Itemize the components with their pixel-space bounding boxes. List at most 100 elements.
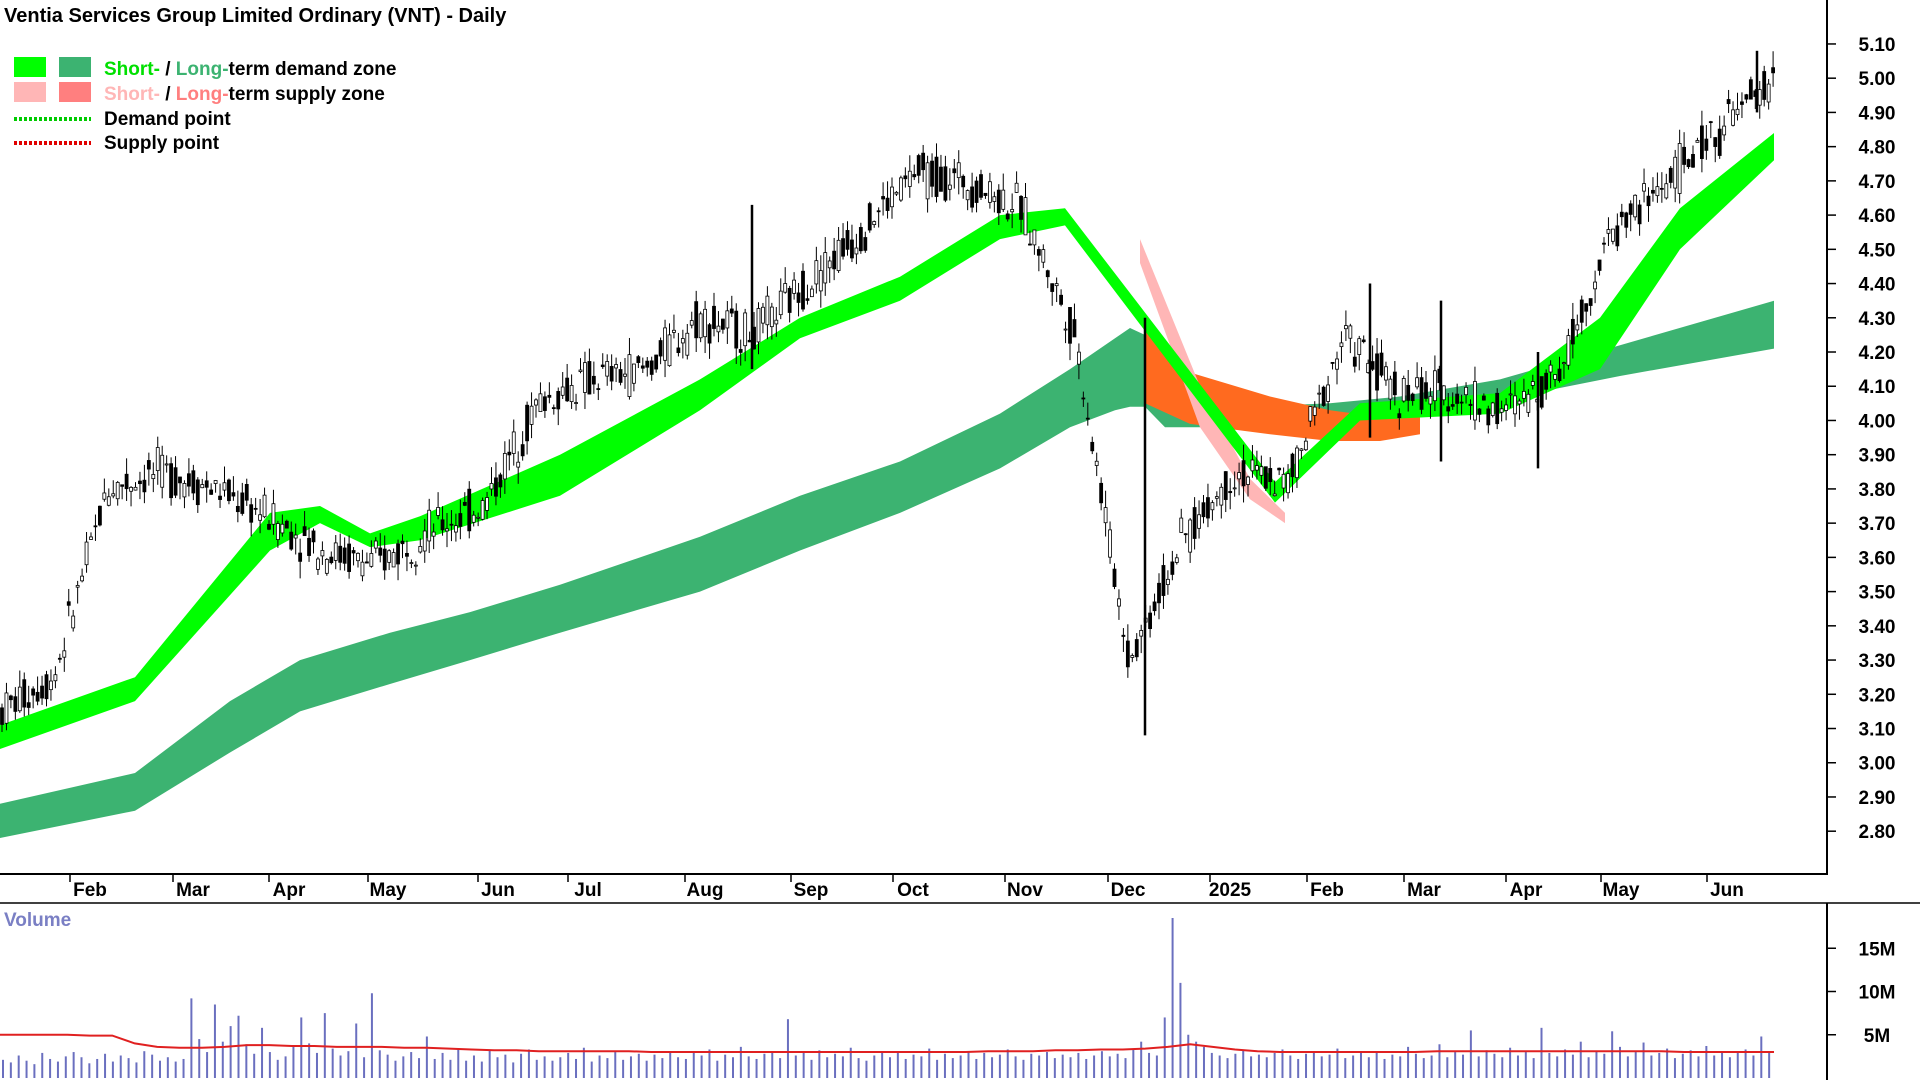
- candle-body: [1085, 417, 1090, 420]
- candle-body: [1361, 339, 1366, 343]
- legend-short-supply-swatch: [14, 82, 46, 102]
- candle-body: [1192, 507, 1197, 539]
- candle: [155, 436, 160, 485]
- candle-body: [1410, 393, 1415, 402]
- candle-body: [1490, 402, 1495, 416]
- candle: [511, 419, 516, 466]
- candle-body: [1624, 212, 1629, 228]
- candle: [1081, 391, 1086, 407]
- candle: [1748, 76, 1753, 100]
- price-tick-label: 3.30: [1859, 651, 1896, 672]
- candle-body: [195, 479, 200, 506]
- candle-body: [431, 531, 436, 537]
- candle: [1121, 628, 1126, 652]
- candle-body: [974, 180, 979, 203]
- zone-bands: [0, 133, 1774, 838]
- candle-body: [934, 156, 939, 197]
- candle-body: [1731, 109, 1735, 126]
- candle: [1490, 401, 1495, 418]
- candle-body: [1579, 299, 1584, 323]
- candle: [867, 201, 872, 233]
- candle-body: [1677, 143, 1682, 194]
- candle: [75, 580, 80, 604]
- candle: [1473, 366, 1477, 430]
- candle-body: [1486, 408, 1491, 426]
- candle: [1464, 382, 1468, 404]
- candle: [1495, 388, 1500, 430]
- date-tick-label: Nov: [1007, 880, 1043, 901]
- candle: [1206, 483, 1210, 528]
- candle-body: [235, 505, 240, 513]
- candle: [1602, 237, 1606, 254]
- candle: [1499, 400, 1504, 422]
- candle-body: [244, 483, 249, 501]
- candle: [333, 535, 338, 570]
- candle-body: [1023, 197, 1028, 236]
- candle: [467, 481, 472, 539]
- candle: [747, 331, 752, 343]
- candle-body: [1232, 487, 1237, 490]
- candle-body: [574, 402, 578, 404]
- candle-body: [1553, 374, 1557, 380]
- candle-body: [26, 702, 31, 708]
- price-tick-label: 2.90: [1859, 788, 1896, 809]
- candle: [40, 675, 44, 705]
- candle: [894, 191, 899, 196]
- candle-body: [364, 561, 369, 564]
- price-tick-label: 3.10: [1859, 720, 1896, 741]
- volume-title: Volume: [4, 910, 71, 931]
- candle: [462, 492, 467, 507]
- candle-body: [53, 674, 58, 682]
- candle: [836, 227, 841, 273]
- legend-long-demand-swatch: [59, 57, 91, 77]
- candle-body: [262, 494, 267, 518]
- candle-body: [805, 298, 810, 301]
- candle-body: [1335, 358, 1339, 370]
- candle-body: [1668, 167, 1673, 183]
- candle: [1219, 483, 1224, 519]
- candle-body: [1134, 639, 1139, 658]
- candle-body: [1330, 362, 1335, 364]
- candle: [213, 479, 218, 493]
- candle-body: [654, 354, 659, 370]
- candle: [1522, 378, 1526, 407]
- candle: [783, 267, 788, 294]
- candle-body: [547, 394, 552, 398]
- candle-body: [1726, 99, 1731, 105]
- candle-body: [213, 480, 218, 484]
- candle: [289, 521, 294, 551]
- candle: [632, 363, 636, 392]
- candle: [569, 374, 574, 409]
- candle: [591, 361, 596, 394]
- candle: [1183, 533, 1188, 544]
- candle: [49, 669, 53, 701]
- candle: [209, 483, 214, 495]
- candle-body: [743, 312, 748, 347]
- candle: [347, 535, 352, 579]
- date-tick-label: Mar: [1407, 880, 1441, 901]
- candle-body: [356, 552, 360, 562]
- candle-body: [810, 288, 814, 298]
- candle-body: [939, 166, 943, 192]
- candle-body: [1036, 249, 1041, 256]
- volume-axis: 15M 10M 5M: [1827, 939, 1895, 1047]
- candle-body: [40, 685, 44, 699]
- candle: [1717, 115, 1722, 159]
- candle: [640, 357, 645, 373]
- candle-body: [1539, 376, 1544, 408]
- candle: [1330, 362, 1335, 370]
- candle-body: [1659, 187, 1664, 190]
- candle: [1686, 158, 1691, 169]
- candle: [489, 467, 494, 496]
- candle-body: [124, 473, 129, 490]
- candle-body: [1695, 140, 1700, 143]
- candle-body: [1063, 328, 1068, 331]
- candle-body: [1255, 465, 1259, 471]
- candle: [1005, 210, 1010, 222]
- candle: [974, 176, 979, 213]
- candle-body: [551, 407, 556, 410]
- candle: [298, 538, 303, 579]
- candle-body: [1299, 448, 1304, 451]
- candle: [734, 303, 739, 364]
- candle-body: [1339, 342, 1344, 348]
